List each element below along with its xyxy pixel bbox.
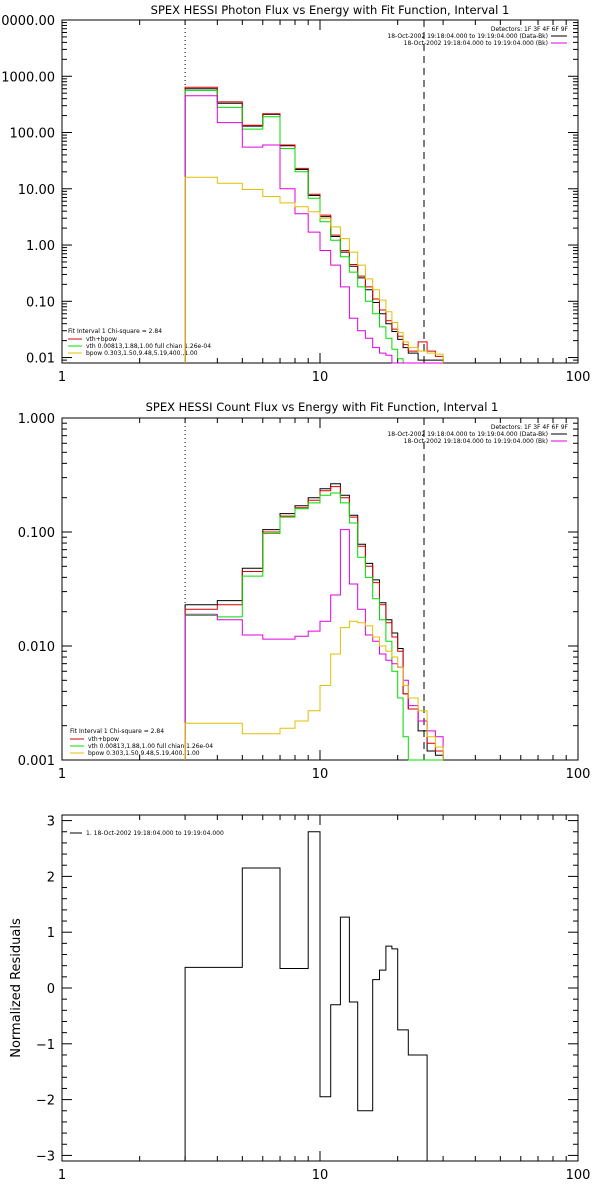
y-tick-label: −3	[36, 1149, 55, 1164]
photon-legend-bpow: bpow 0.303,1.50,9.48,5.19,400.,1.00	[86, 350, 198, 357]
photon-info-box: Detectors: 1F 3F 4F 6F 9F 18-Oct-2002 19…	[387, 26, 568, 47]
x-tick-label: 1	[58, 370, 66, 385]
count-detectors-label: Detectors: 1F 3F 4F 6F 9F	[491, 424, 569, 431]
y-tick-label: 1.000	[18, 412, 55, 427]
photon-plot-frame	[61, 19, 579, 364]
y-tick-label: 0.001	[18, 754, 55, 769]
photon-series-vth-plus-bpow	[184, 95, 444, 364]
residuals-legend-label: 1. 18-Oct-2002 19:18:04.000 to 19:19:04.…	[86, 830, 224, 837]
count-legend-vth: vth 0.00813,1.88,1.00 full chian 1.26e-0…	[88, 743, 213, 750]
residuals-y-axis-label: Normalized Residuals	[9, 918, 24, 1058]
y-tick-label: 0	[47, 982, 55, 997]
y-tick-label: −2	[36, 1094, 55, 1109]
x-tick-label: 100	[566, 1168, 591, 1183]
photon-data-bk-label: 18-Oct-2002 19:18:04.000 to 19:19:04.000…	[387, 33, 548, 40]
x-tick-label: 100	[566, 370, 591, 385]
count-chart-title: SPEX HESSI Count Flux vs Energy with Fit…	[146, 400, 499, 414]
photon-legend-vth: vth 0.00813,1.88,1.00 full chian 1.26e-0…	[86, 343, 211, 350]
x-tick-label: 10	[312, 1168, 329, 1183]
y-tick-label: −1	[36, 1038, 55, 1053]
photon-legend-title: Fit Interval 1 Chi-square = 2.84	[68, 328, 162, 335]
y-tick-label: 3	[47, 815, 55, 830]
y-tick-label: 100.00	[10, 127, 56, 142]
photon-chart-title: SPEX HESSI Photon Flux vs Energy with Fi…	[151, 3, 510, 17]
count-series-vth-plus-bpow	[184, 529, 444, 760]
y-tick-label: 0.01	[26, 352, 55, 367]
photon-detectors-label: Detectors: 1F 3F 4F 6F 9F	[491, 26, 569, 33]
photon-legend-fit: vth+bpow	[86, 336, 117, 343]
count-series-vth	[184, 492, 444, 761]
x-tick-label: 10	[312, 370, 329, 385]
count-series-fit	[184, 486, 444, 760]
photon-bk-label: 18-Oct-2002 19:18:04.000 to 19:19:04.000…	[404, 40, 548, 47]
photon-series-vth	[184, 89, 444, 364]
count-bk-label: 18-Oct-2002 19:18:04.000 to 19:19:04.000…	[404, 438, 548, 445]
count-series-total	[184, 483, 444, 760]
y-tick-label: 2	[47, 870, 55, 885]
photon-series-bpow	[184, 176, 444, 363]
x-tick-label: 10	[312, 767, 329, 782]
x-tick-label: 1	[58, 767, 66, 782]
y-tick-label: 0000.00	[1, 14, 55, 29]
photon-flux-panel: SPEX HESSI Photon Flux vs Energy with Fi…	[1, 3, 590, 385]
count-data-bk-label: 18-Oct-2002 19:18:04.000 to 19:19:04.000…	[387, 431, 548, 438]
y-tick-label: 1.00	[26, 239, 55, 254]
photon-series-fit	[184, 86, 444, 363]
y-tick-label: 0.010	[18, 640, 55, 655]
photon-series-total	[184, 88, 444, 363]
count-legend-bpow: bpow 0.303,1.50,9.48,5.19,400.,1.00	[88, 750, 200, 757]
residuals-legend: 1. 18-Oct-2002 19:18:04.000 to 19:19:04.…	[70, 830, 224, 837]
x-tick-label: 100	[566, 767, 591, 782]
count-info-box: Detectors: 1F 3F 4F 6F 9F 18-Oct-2002 19…	[387, 424, 568, 445]
y-tick-label: 0.10	[26, 295, 55, 310]
y-tick-label: 0.100	[18, 526, 55, 541]
x-tick-label: 1	[58, 1168, 66, 1183]
residuals-panel: Normalized Residuals 1. 18-Oct-2002 19:1…	[9, 814, 591, 1183]
photon-legend: Fit Interval 1 Chi-square = 2.84 vth+bpo…	[68, 328, 211, 357]
y-tick-label: 1	[47, 926, 55, 941]
count-flux-panel: SPEX HESSI Count Flux vs Energy with Fit…	[18, 400, 591, 782]
count-legend: Fit Interval 1 Chi-square = 2.84 vth+bpo…	[70, 728, 213, 757]
y-tick-label: 1000.00	[1, 70, 55, 85]
y-tick-label: 10.00	[18, 183, 55, 198]
count-legend-title: Fit Interval 1 Chi-square = 2.84	[70, 728, 164, 735]
count-legend-fit: vth+bpow	[88, 736, 119, 743]
count-series-bpow	[184, 620, 444, 760]
resid-series-total	[184, 831, 428, 1161]
